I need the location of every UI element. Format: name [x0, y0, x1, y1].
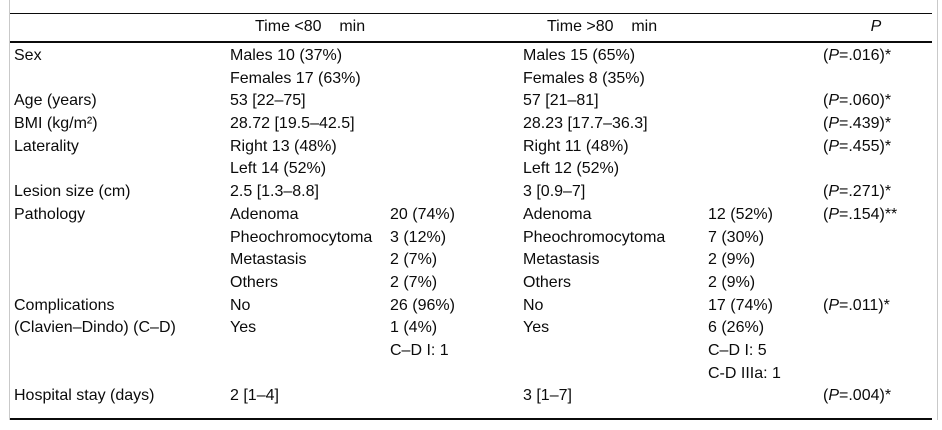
table-row: Metastasis 2 (7%) Metastasis 2 (9%): [0, 249, 942, 272]
table-header-row: Time <80 min Time >80 min P: [0, 13, 942, 41]
table-row: Lesion size (cm) 2.5 [1.3–8.8] 3 [0.9–7] (P…: [0, 181, 942, 204]
italic-p: P: [828, 387, 839, 405]
cell-lt80-value: Adenoma: [230, 205, 299, 223]
cell-lt80-value: Females 17 (63%): [230, 69, 361, 87]
italic-p: P: [828, 47, 839, 64]
table-row: Age (years) 53 [22–75] 57 [21–81] (P=.060)*: [0, 90, 942, 113]
table-row: Pheochromocytoma 3 (12%) Pheochromocytoma 7…: [0, 227, 942, 250]
cell-gt80-count: 2 (9%): [708, 273, 756, 291]
cell-p-value: (P=.060)*: [823, 92, 892, 110]
cell-gt80-value: 3 [1–7]: [523, 387, 572, 405]
table-row: Complications No 26 (96%) No 17 (74%) (P=.011…: [0, 295, 942, 318]
cell-lt80-value: Left 14 (52%): [230, 160, 327, 178]
table-row: Sex Males 10 (37%) Males 15 (65%) (P=.016)*: [0, 45, 942, 68]
cell-gt80-count: C–D I: 5: [708, 341, 767, 359]
cell-lt80-value: 53 [22–75]: [230, 92, 306, 110]
table-body: Sex Males 10 (37%) Males 15 (65%) (P=.016)*…: [0, 45, 942, 408]
cell-gt80-value: 3 [0.9–7]: [523, 183, 586, 201]
right-border-line: [937, 0, 938, 420]
cell-p-value: (P=.016)*: [823, 47, 892, 64]
cell-variable: (Clavien–Dindo) (C–D): [14, 319, 176, 337]
italic-p: P: [828, 92, 839, 110]
cell-p-value: (P=.004)*: [823, 387, 892, 405]
table-row: Females 17 (63%) Females 8 (35%): [0, 68, 942, 91]
table-row: Hospital stay (days) 2 [1–4] 3 [1–7] (P=.00…: [0, 385, 942, 408]
cell-lt80-value: Yes: [230, 319, 257, 337]
cell-gt80-count: 17 (74%): [708, 296, 773, 314]
cell-p-value: (P=.154)**: [823, 205, 898, 223]
table-row: (Clavien–Dindo) (C–D) Yes 1 (4%) Yes 6 (26%): [0, 317, 942, 340]
cell-p-value: (P=.271)*: [823, 183, 892, 201]
cell-gt80-value: Pheochromocytoma: [523, 228, 666, 246]
cell-variable: Pathology: [14, 205, 86, 223]
italic-p: P: [828, 205, 839, 223]
table-top-rule: [10, 13, 932, 14]
cell-gt80-value: Left 12 (52%): [523, 160, 620, 178]
table-row: C–D I: 1 C–D I: 5: [0, 340, 942, 363]
italic-p: P: [828, 115, 839, 133]
cell-lt80-value: Pheochromocytoma: [230, 228, 373, 246]
cell-gt80-value: 28.23 [17.7–36.3]: [523, 115, 648, 133]
cell-lt80-value: Metastasis: [230, 251, 307, 269]
cell-variable: Laterality: [14, 137, 79, 155]
cell-lt80-count: 3 (12%): [390, 228, 447, 246]
cell-gt80-count: 12 (52%): [708, 205, 773, 223]
cell-lt80-value: 2 [1–4]: [230, 387, 279, 405]
italic-p: P: [828, 137, 839, 155]
table-row: Pathology Adenoma 20 (74%) Adenoma 12 (52%) (…: [0, 204, 942, 227]
cell-lt80-value: 28.72 [19.5–42.5]: [230, 115, 355, 133]
column-header-time-gt80: Time >80 min: [547, 18, 658, 35]
cell-variable: Sex: [14, 47, 42, 64]
cell-p-value: (P=.011)*: [823, 296, 890, 314]
cell-lt80-count: 26 (96%): [390, 296, 455, 314]
cell-gt80-value: Metastasis: [523, 251, 600, 269]
cell-gt80-count: C-D IIIa: 1: [708, 364, 781, 382]
table-header-rule: [10, 41, 932, 43]
cell-lt80-count: 2 (7%): [390, 251, 438, 269]
cell-lt80-value: 2.5 [1.3–8.8]: [230, 183, 319, 201]
italic-p: P: [828, 296, 839, 314]
cell-lt80-count: C–D I: 1: [390, 341, 449, 359]
table-bottom-rule: [10, 418, 932, 420]
table-row: Left 14 (52%) Left 12 (52%): [0, 158, 942, 181]
cell-variable: Lesion size (cm): [14, 183, 131, 201]
cell-p-value: (P=.455)*: [823, 137, 892, 155]
cell-lt80-count: 1 (4%): [390, 319, 438, 337]
column-header-time-lt80: Time <80 min: [255, 18, 366, 35]
cell-gt80-count: 7 (30%): [708, 228, 765, 246]
cell-gt80-count: 6 (26%): [708, 319, 765, 337]
table-row: C-D IIIa: 1: [0, 363, 942, 386]
cell-gt80-value: Yes: [523, 319, 550, 337]
cell-gt80-value: Adenoma: [523, 205, 592, 223]
cell-gt80-value: No: [523, 296, 544, 314]
cell-gt80-value: 57 [21–81]: [523, 92, 599, 110]
cell-gt80-value: Females 8 (35%): [523, 69, 645, 87]
cell-lt80-value: No: [230, 296, 251, 314]
table-row: BMI (kg/m²) 28.72 [19.5–42.5] 28.23 [17.7–…: [0, 113, 942, 136]
italic-p: P: [828, 183, 839, 201]
cell-gt80-count: 2 (9%): [708, 251, 756, 269]
column-header-p-value: P: [870, 18, 882, 35]
cell-gt80-value: Others: [523, 273, 572, 291]
table-row: Others 2 (7%) Others 2 (9%): [0, 272, 942, 295]
cell-gt80-value: Males 15 (65%): [523, 47, 636, 64]
cell-lt80-count: 20 (74%): [390, 205, 455, 223]
cell-lt80-value: Males 10 (37%): [230, 47, 343, 64]
cell-variable: Hospital stay (days): [14, 387, 155, 405]
left-border-line: [9, 0, 10, 420]
cell-variable: Age (years): [14, 92, 97, 110]
cell-p-value: (P=.439)*: [823, 115, 892, 133]
cell-lt80-value: Right 13 (48%): [230, 137, 337, 155]
cell-gt80-value: Right 11 (48%): [523, 137, 629, 155]
table-row: Laterality Right 13 (48%) Right 11 (48%) (P…: [0, 136, 942, 159]
cell-variable: BMI (kg/m²): [14, 115, 98, 133]
cell-variable: Complications: [14, 296, 115, 314]
cell-lt80-value: Others: [230, 273, 279, 291]
cell-lt80-count: 2 (7%): [390, 273, 438, 291]
